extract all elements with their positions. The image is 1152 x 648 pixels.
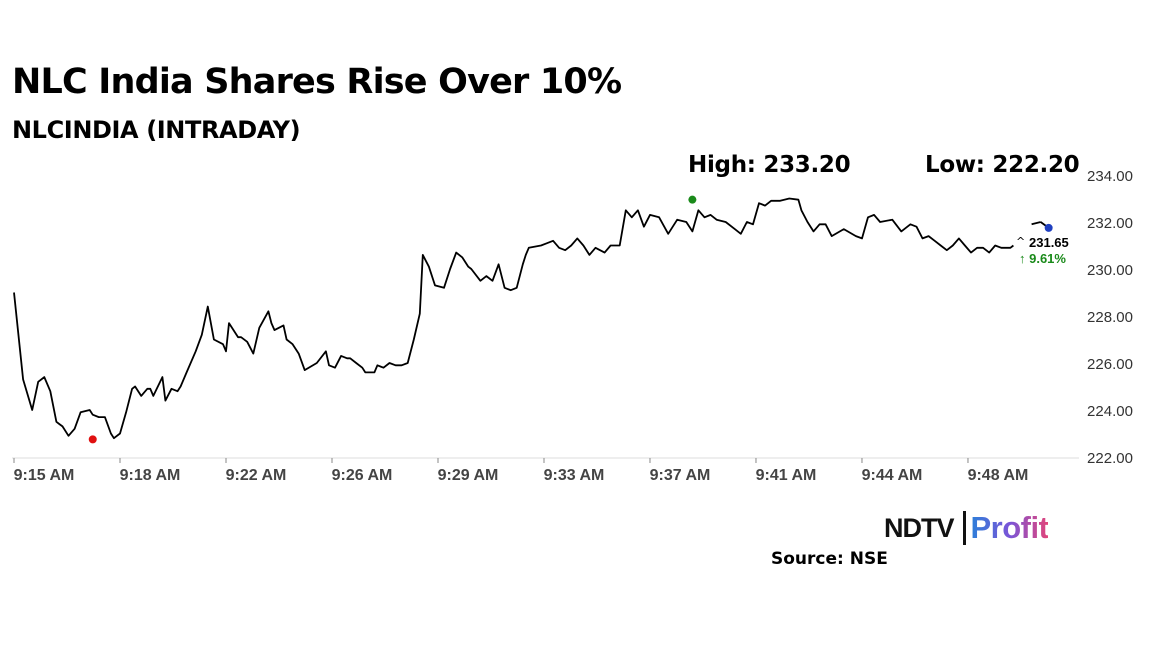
percent-change-label: ↑ 9.61% [1019,251,1066,266]
x-tick-label: 9:18 AM [120,467,181,484]
price-line [13,197,1014,440]
x-tick-label: 9:33 AM [544,467,605,484]
price-line-tail [1031,221,1041,226]
x-tick-label: 9:41 AM [756,467,817,484]
chart-headline: NLC India Shares Rise Over 10% [12,62,622,102]
caret-up-icon: ^ [1016,235,1025,248]
x-tick-label: 9:37 AM [650,467,711,484]
brand-divider [962,511,966,545]
y-tick-label: 230.00 [1087,262,1133,279]
y-tick-label: 228.00 [1087,309,1133,326]
y-tick-label: 232.00 [1087,215,1133,232]
y-tick-label: 226.00 [1087,356,1133,373]
x-tick-label: 9:44 AM [862,467,923,484]
last-price-label: 231.65 [1029,235,1069,250]
source-note: Source: NSE [771,549,888,569]
brand-ndtv-text: NDTV [884,513,954,543]
low-marker [88,435,97,444]
low-price-label: Low: 222.20 [925,152,1080,178]
intraday-price-chart: 222.00 224.00 226.00 228.00 230.00 232.00 234.… [12,168,1133,484]
y-tick-label: 224.00 [1087,403,1133,420]
last-price-marker [1044,223,1053,232]
high-price-label: High: 233.20 [688,152,851,178]
ndtv-profit-logo: NDTV Profit [884,510,1049,546]
y-tick-label: 222.00 [1087,450,1133,467]
x-tick-label: 9:48 AM [968,467,1029,484]
x-tick-label: 9:26 AM [332,467,393,484]
high-marker [688,195,697,204]
ticker-subtitle: NLCINDIA (INTRADAY) [12,116,301,144]
x-tick-label: 9:29 AM [438,467,499,484]
brand-profit-text: Profit [970,510,1049,545]
x-tick-label: 9:22 AM [226,467,287,484]
x-tick-label: 9:15 AM [14,467,75,484]
y-tick-label: 234.00 [1087,168,1133,185]
